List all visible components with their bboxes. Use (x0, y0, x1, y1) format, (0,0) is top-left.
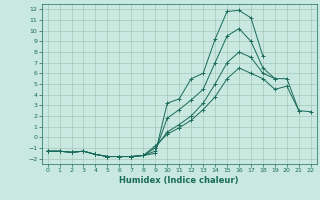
X-axis label: Humidex (Indice chaleur): Humidex (Indice chaleur) (119, 176, 239, 185)
